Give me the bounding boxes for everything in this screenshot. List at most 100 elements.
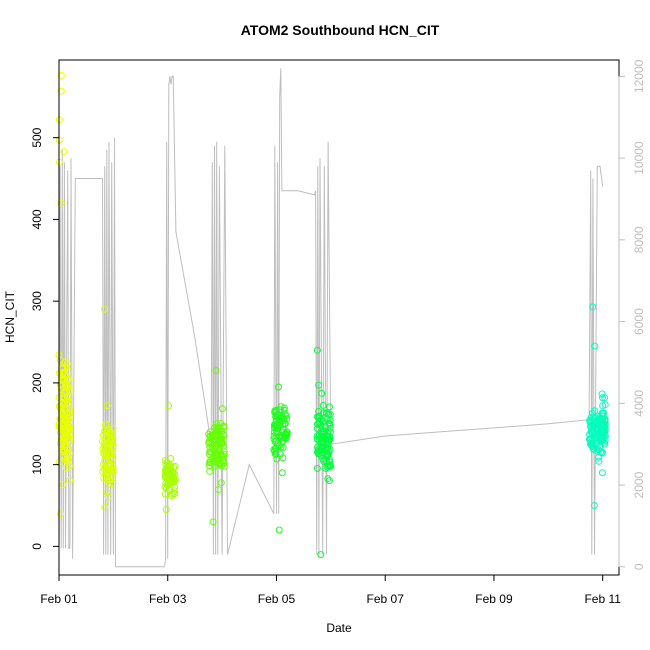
data-point xyxy=(57,199,65,207)
data-point xyxy=(107,436,115,443)
data-point xyxy=(593,417,601,425)
data-point xyxy=(598,469,606,477)
data-point xyxy=(207,435,215,443)
data-point xyxy=(315,408,323,415)
data-point xyxy=(595,457,603,465)
data-point xyxy=(66,476,74,484)
data-point xyxy=(60,148,68,156)
data-point xyxy=(163,471,171,479)
data-point xyxy=(272,428,280,436)
data-point xyxy=(102,420,110,428)
data-point xyxy=(206,438,214,446)
data-point xyxy=(324,475,332,483)
data-point xyxy=(165,402,173,410)
data-point xyxy=(283,428,291,436)
data-point xyxy=(325,461,333,469)
data-point xyxy=(326,421,334,429)
data-point xyxy=(591,418,599,426)
data-point xyxy=(271,424,278,432)
data-point xyxy=(103,488,111,496)
data-point xyxy=(588,443,596,450)
data-point xyxy=(601,437,609,444)
x-axis: Feb 01 Feb 03 Feb 05 Feb 07 Feb 09 Feb 11 xyxy=(40,574,621,606)
y-tick-label: 0 xyxy=(30,543,44,550)
data-point xyxy=(62,407,70,415)
chart-title: ATOM2 Southbound HCN_CIT xyxy=(241,22,440,38)
data-point xyxy=(592,414,600,422)
data-point xyxy=(56,429,64,437)
data-point xyxy=(212,442,220,450)
data-point xyxy=(101,305,108,313)
data-point xyxy=(101,503,109,511)
data-point xyxy=(219,439,227,447)
data-point xyxy=(599,412,607,420)
data-point xyxy=(319,401,327,409)
data-point xyxy=(57,87,65,95)
data-point xyxy=(317,551,325,559)
data-point xyxy=(315,431,323,439)
y-axis-label: HCN_CIT xyxy=(3,290,17,343)
data-point xyxy=(163,468,171,476)
y-tick-label: 400 xyxy=(30,209,44,229)
data-point xyxy=(597,432,605,440)
x-tick-label: Feb 05 xyxy=(258,592,296,606)
data-point xyxy=(170,474,178,482)
y-right-tick-label: 8000 xyxy=(632,226,646,253)
data-point xyxy=(313,425,321,433)
data-point xyxy=(589,303,597,311)
data-point xyxy=(62,464,70,472)
data-point xyxy=(319,439,327,447)
data-point xyxy=(218,462,225,470)
data-point xyxy=(315,415,323,423)
y-right-tick-label: 10000 xyxy=(632,141,646,175)
data-point xyxy=(318,427,326,435)
data-point xyxy=(217,479,225,487)
data-point xyxy=(63,433,71,441)
altitude-line xyxy=(58,68,604,568)
data-point xyxy=(161,490,169,498)
data-point xyxy=(588,439,596,447)
data-point xyxy=(318,389,326,397)
data-point xyxy=(213,446,221,454)
data-point xyxy=(280,406,288,414)
x-tick-label: Feb 11 xyxy=(584,592,621,606)
data-point xyxy=(315,420,323,428)
data-point xyxy=(325,436,332,444)
data-point xyxy=(597,434,605,442)
data-point xyxy=(275,526,283,534)
data-point xyxy=(595,453,603,461)
data-point xyxy=(276,450,284,458)
data-point xyxy=(207,448,214,456)
x-tick-label: Feb 09 xyxy=(475,592,513,606)
data-point xyxy=(593,444,600,452)
data-point xyxy=(324,450,332,458)
y-right-tick-label: 0 xyxy=(632,563,646,570)
data-point xyxy=(591,407,599,415)
data-point xyxy=(59,481,67,489)
data-point xyxy=(167,465,175,473)
data-point xyxy=(109,465,117,473)
data-point xyxy=(60,447,68,455)
data-point xyxy=(103,402,111,409)
data-point xyxy=(170,487,178,495)
data-point xyxy=(161,457,169,464)
y-tick-label: 300 xyxy=(30,291,44,311)
data-point xyxy=(212,367,220,375)
data-point xyxy=(56,415,64,423)
data-point xyxy=(57,510,65,518)
data-point xyxy=(162,506,170,514)
data-point xyxy=(64,382,72,390)
data-point xyxy=(271,447,279,455)
data-point xyxy=(218,452,226,459)
x-tick-label: Feb 03 xyxy=(149,592,187,606)
data-point xyxy=(275,442,283,450)
data-point xyxy=(324,433,331,441)
data-point xyxy=(63,360,71,368)
data-point xyxy=(220,422,228,430)
data-point xyxy=(279,444,287,451)
data-point xyxy=(171,476,179,484)
data-point xyxy=(64,392,72,400)
data-point xyxy=(99,438,107,446)
data-point xyxy=(591,342,599,350)
